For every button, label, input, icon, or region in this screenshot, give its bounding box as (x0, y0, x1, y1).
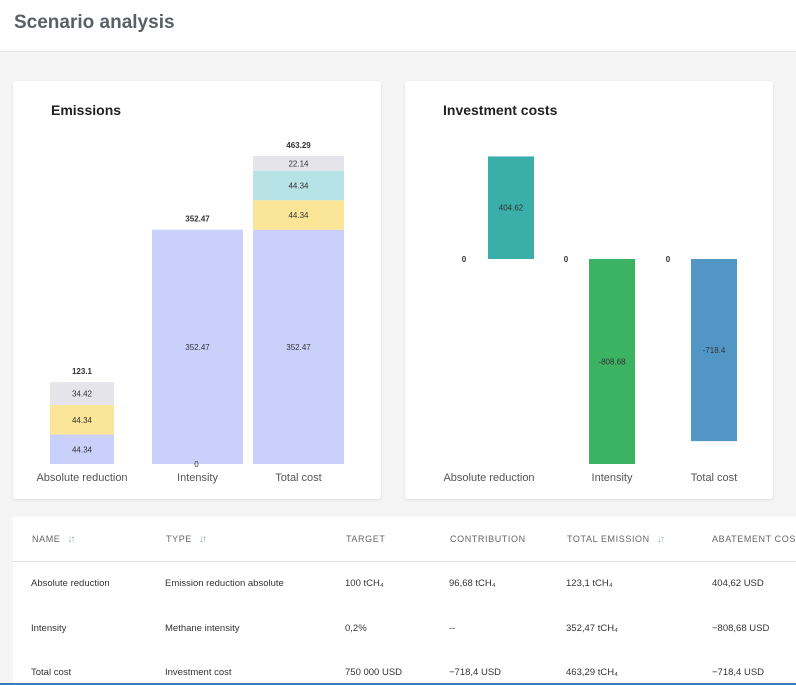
emissions-segment-label: 22.14 (288, 159, 309, 168)
emissions-category-label: Intensity (177, 472, 218, 484)
emissions-bar-segment[interactable] (50, 405, 114, 435)
emissions-bar-segment[interactable] (253, 229, 344, 464)
page-header: Scenario analysis (0, 0, 796, 52)
emissions-segment-label: 44.34 (288, 181, 309, 190)
cell-total-emission: 352,47 tCH₄ (566, 623, 618, 634)
cell-name: Absolute reduction (31, 578, 110, 589)
column-header-abatement-cost: ABATEMENT COST (712, 534, 796, 544)
cell-target: 100 tCH₄ (345, 578, 384, 589)
emissions-total-label: 463.29 (286, 141, 311, 150)
emissions-segment-label: 352.47 (185, 343, 210, 352)
emissions-bar-segment[interactable] (50, 382, 114, 406)
emissions-total-label: 352.47 (185, 215, 210, 224)
investment-category-label: Absolute reduction (443, 472, 534, 484)
cell-target: 0,2% (345, 623, 367, 634)
emissions-bar-segment[interactable] (253, 170, 344, 201)
cell-target: 750 000 USD (345, 667, 403, 678)
investment-bar[interactable] (488, 156, 534, 259)
cell-abatement-cost: −808,68 USD (712, 623, 770, 634)
column-header-total-emission[interactable]: TOTAL EMISSION ↓↑ (567, 534, 665, 545)
column-header-target: TARGET (346, 534, 385, 544)
cell-type: Investment cost (165, 667, 232, 678)
column-header-type[interactable]: TYPE ↓↑ (166, 534, 207, 545)
investment-zero-label: 0 (462, 255, 467, 264)
scroll-indicator (0, 683, 796, 685)
column-label: ABATEMENT COST (712, 534, 796, 544)
investment-category-label: Intensity (592, 472, 633, 484)
investment-bar-label: 404.62 (499, 204, 524, 213)
investment-zero-label: 0 (666, 255, 671, 264)
emissions-bar-segment[interactable] (152, 229, 243, 464)
emissions-card: Emissions 44.34 44.34 34.42 123.1 Absolute r… (13, 81, 381, 499)
emissions-bar-segment[interactable] (253, 200, 344, 230)
investment-bar-label: -808.68 (598, 358, 626, 367)
header-divider (13, 561, 796, 562)
emissions-zero-label: 0 (194, 460, 199, 469)
cell-contribution: 96,68 tCH₄ (449, 578, 496, 589)
cell-total-emission: 463,29 tCH₄ (566, 667, 618, 678)
emissions-category-label: Total cost (275, 472, 321, 484)
cell-contribution: -- (449, 623, 456, 634)
investment-category-label: Total cost (691, 472, 737, 484)
emissions-title: Emissions (51, 102, 122, 118)
sort-icon[interactable]: ↓↑ (656, 534, 665, 545)
emissions-segment-label: 44.34 (72, 416, 93, 425)
emissions-bar-segment[interactable] (253, 156, 344, 171)
column-label: TYPE (166, 534, 192, 544)
sort-icon[interactable]: ↓↑ (198, 534, 207, 545)
investment-zero-label: 0 (564, 255, 569, 264)
column-header-name[interactable]: NAME ↓↑ (32, 534, 75, 545)
cell-type: Methane intensity (165, 623, 240, 634)
sort-icon[interactable]: ↓↑ (67, 534, 75, 545)
emissions-total-label: 123.1 (72, 367, 93, 376)
cell-name: Total cost (31, 667, 72, 678)
emissions-segment-label: 44.34 (72, 445, 93, 454)
investment-bar-label: -718.4 (703, 346, 726, 355)
page-title: Scenario analysis (14, 12, 175, 33)
emissions-category-label: Absolute reduction (36, 472, 127, 484)
column-label: CONTRIBUTION (450, 534, 526, 544)
emissions-segment-label: 352.47 (286, 343, 311, 352)
column-label: TARGET (346, 534, 386, 544)
cell-total-emission: 123,1 tCH₄ (566, 578, 613, 589)
cell-abatement-cost: 404,62 USD (712, 578, 764, 589)
cell-contribution: −718,4 USD (449, 667, 502, 678)
scenario-table: NAME ↓↑ TYPE ↓↑ TARGET CONTRIBUTION TOTAL … (13, 517, 796, 685)
cell-type: Emission reduction absolute (165, 578, 284, 589)
investment-card: Investment costs 404.62 0 Absolute reducti… (405, 81, 773, 499)
column-label: NAME (32, 534, 61, 544)
emissions-segment-label: 34.42 (72, 390, 93, 399)
cell-name: Intensity (31, 623, 67, 634)
investment-title: Investment costs (443, 102, 558, 118)
column-label: TOTAL EMISSION (567, 534, 650, 544)
investment-bar[interactable] (589, 259, 635, 464)
cell-abatement-cost: −718,4 USD (712, 667, 765, 678)
emissions-segment-label: 44.34 (288, 211, 309, 220)
column-header-contribution: CONTRIBUTION (450, 534, 526, 544)
investment-bar[interactable] (691, 259, 737, 442)
emissions-chart: 44.34 44.34 34.42 123.1 Absolute reduction 35… (36, 141, 344, 484)
investment-chart: 404.62 0 Absolute reduction -808.68 0 Intensi… (443, 156, 737, 484)
emissions-bar-segment[interactable] (50, 434, 114, 464)
